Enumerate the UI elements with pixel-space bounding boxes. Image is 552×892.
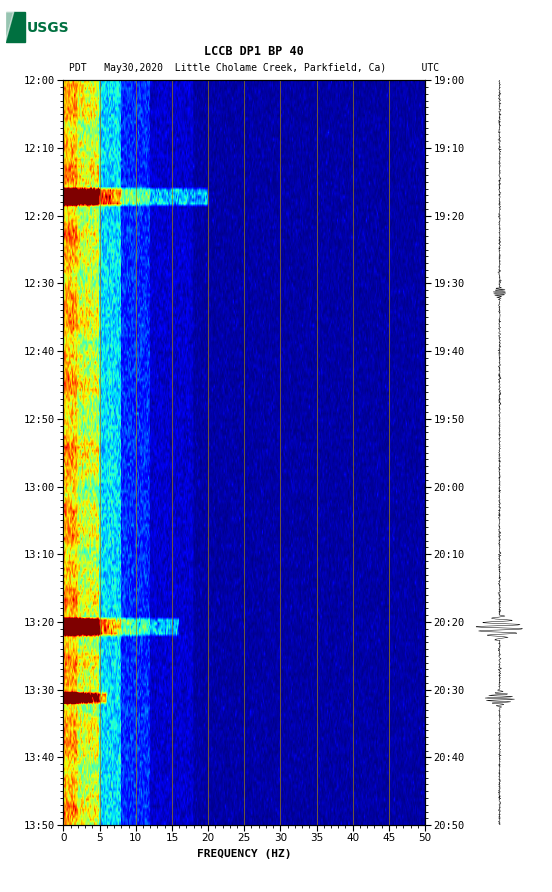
X-axis label: FREQUENCY (HZ): FREQUENCY (HZ) <box>197 849 291 859</box>
Text: LCCB DP1 BP 40: LCCB DP1 BP 40 <box>204 45 304 58</box>
Polygon shape <box>6 12 14 42</box>
Bar <box>6 12 25 42</box>
Text: USGS: USGS <box>26 21 69 35</box>
Text: PDT   May30,2020  Little Cholame Creek, Parkfield, Ca)      UTC: PDT May30,2020 Little Cholame Creek, Par… <box>69 62 439 73</box>
